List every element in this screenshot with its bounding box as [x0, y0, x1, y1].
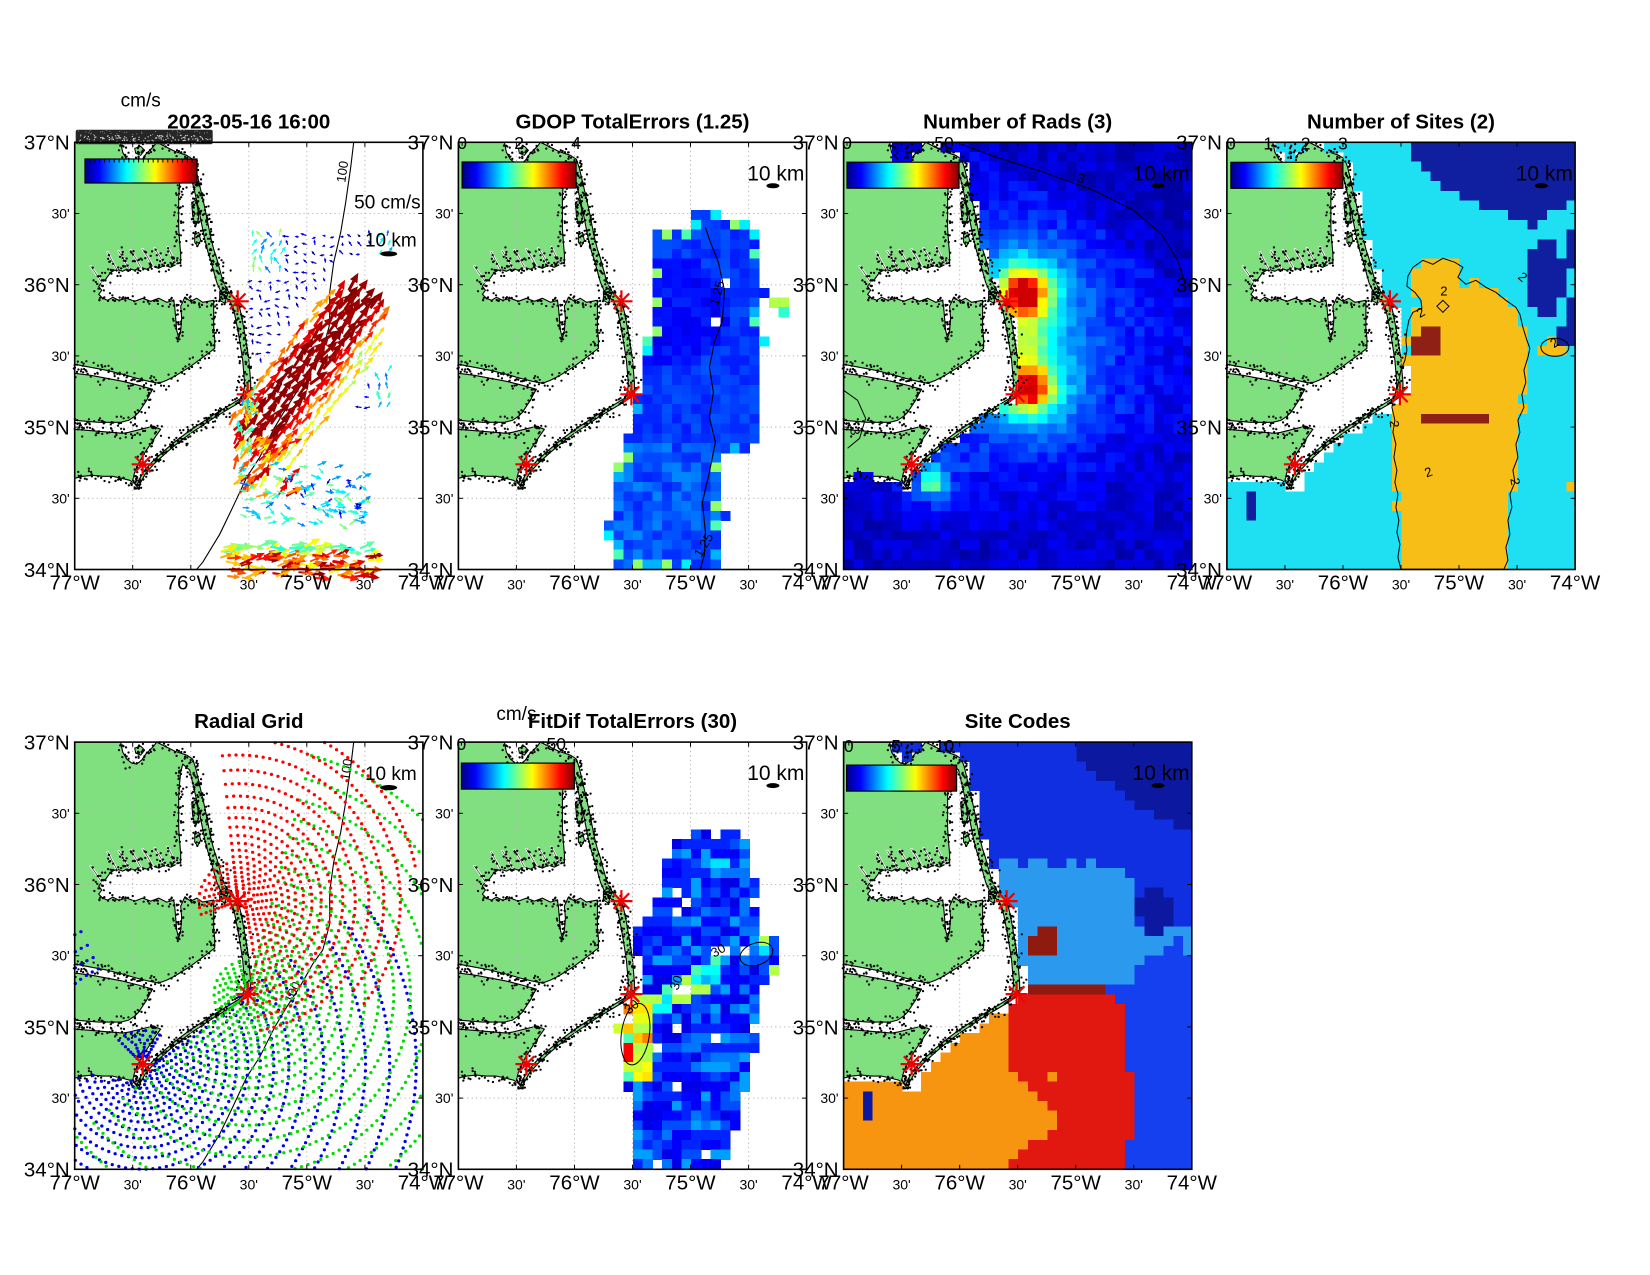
svg-text:50 cm/s: 50 cm/s: [354, 192, 421, 213]
svg-text:0: 0: [844, 736, 854, 756]
svg-text:Number of Sites (2): Number of Sites (2): [1307, 110, 1495, 133]
svg-text:1.25: 1.25: [707, 279, 728, 307]
svg-text:cm/s: cm/s: [496, 704, 536, 725]
svg-text:2: 2: [1507, 477, 1523, 487]
svg-text:cm/s: cm/s: [121, 90, 161, 111]
svg-text:2: 2: [1387, 420, 1403, 429]
svg-text:5: 5: [891, 736, 901, 756]
svg-text:Site Codes: Site Codes: [965, 710, 1071, 733]
svg-text:GDOP TotalErrors (1.25): GDOP TotalErrors (1.25): [516, 110, 750, 133]
svg-text:2: 2: [1440, 283, 1447, 298]
svg-text:Radial Grid: Radial Grid: [194, 710, 303, 733]
svg-text:10 km: 10 km: [365, 764, 417, 785]
svg-text:10: 10: [935, 736, 955, 756]
svg-text:30: 30: [667, 973, 686, 992]
svg-text:3: 3: [847, 427, 863, 437]
svg-text:100: 100: [333, 160, 351, 184]
svg-text:FitDif TotalErrors (30): FitDif TotalErrors (30): [528, 710, 737, 733]
svg-text:2023-05-16 16:00: 2023-05-16 16:00: [167, 110, 330, 133]
svg-text:3: 3: [1075, 170, 1087, 187]
svg-text:Number of Rads (3): Number of Rads (3): [923, 110, 1112, 133]
svg-text:10 km: 10 km: [365, 230, 417, 251]
svg-text:30: 30: [708, 940, 728, 960]
svg-text:2: 2: [1422, 464, 1434, 481]
